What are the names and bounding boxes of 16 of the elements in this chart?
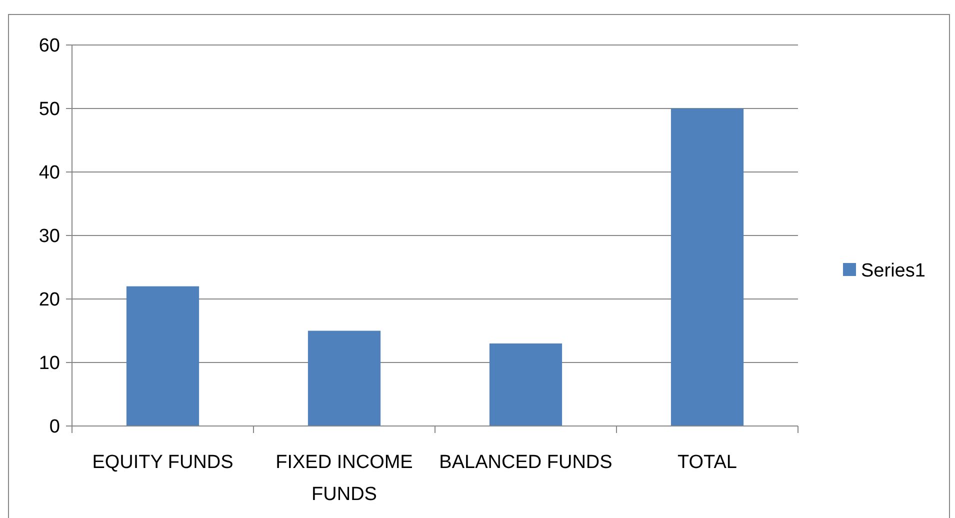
y-tick-label: 30 [38,226,60,248]
x-tick-label: FIXED INCOME FUNDS [276,452,413,505]
bar [126,286,200,426]
x-tick-label: TOTAL [678,452,737,473]
y-tick-label: 20 [38,290,60,311]
bar [670,108,744,426]
bar [489,343,562,426]
bar [308,330,381,426]
y-tick-label: 10 [38,353,60,374]
y-tick-label: 0 [49,416,60,438]
x-tick-label: BALANCED FUNDS [439,452,612,473]
y-tick-label: 60 [38,36,60,57]
legend-label: Series1 [861,260,926,282]
y-tick-label: 50 [38,99,60,120]
x-tick-label: EQUITY FUNDS [92,452,234,473]
y-tick-label: 40 [38,162,60,184]
